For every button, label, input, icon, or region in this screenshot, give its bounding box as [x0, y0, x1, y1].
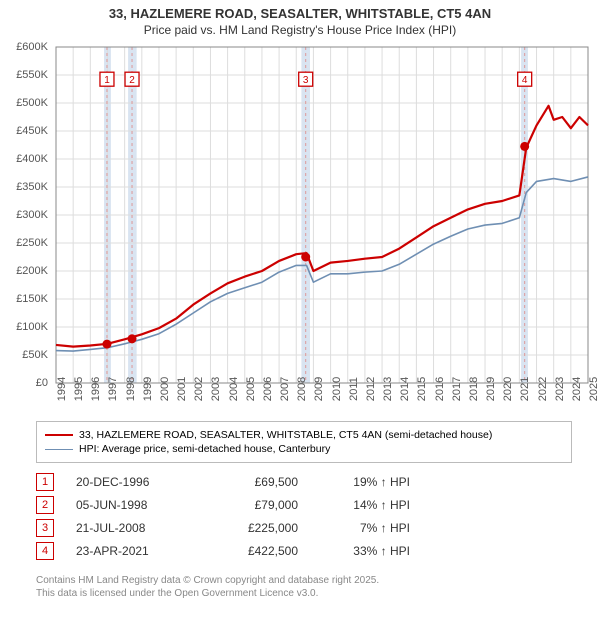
price-chart: 1 2 3 4 £0 £50K £100K £150K £200K £250K £300K £350…: [8, 43, 592, 413]
transaction-row: 1 20-DEC-1996 £69,500 19% ↑ HPI: [36, 473, 572, 491]
transaction-number: 1: [36, 473, 54, 491]
legend-swatch: [45, 449, 73, 450]
legend: 33, HAZLEMERE ROAD, SEASALTER, WHITSTABL…: [36, 421, 572, 463]
transaction-price: £79,000: [208, 498, 298, 512]
transaction-date: 05-JUN-1998: [76, 498, 186, 512]
transaction-pct: 14% ↑ HPI: [320, 498, 410, 512]
footer-line2: This data is licensed under the Open Gov…: [36, 587, 572, 600]
transaction-price: £422,500: [208, 544, 298, 558]
svg-text:4: 4: [522, 75, 528, 86]
transaction-pct: 33% ↑ HPI: [320, 544, 410, 558]
transaction-pct: 7% ↑ HPI: [320, 521, 410, 535]
footer-line1: Contains HM Land Registry data © Crown c…: [36, 574, 572, 587]
transaction-number: 2: [36, 496, 54, 514]
transaction-pct: 19% ↑ HPI: [320, 475, 410, 489]
transaction-price: £225,000: [208, 521, 298, 535]
legend-item: HPI: Average price, semi-detached house,…: [45, 443, 563, 455]
svg-text:1: 1: [104, 75, 110, 86]
transaction-price: £69,500: [208, 475, 298, 489]
legend-swatch: [45, 434, 73, 436]
svg-text:3: 3: [303, 75, 309, 86]
y-tick-label: £500K: [8, 97, 48, 109]
transaction-row: 3 21-JUL-2008 £225,000 7% ↑ HPI: [36, 519, 572, 537]
transaction-date: 21-JUL-2008: [76, 521, 186, 535]
y-tick-label: £150K: [8, 293, 48, 305]
y-tick-label: £200K: [8, 265, 48, 277]
y-tick-label: £550K: [8, 69, 48, 81]
transaction-date: 20-DEC-1996: [76, 475, 186, 489]
y-tick-label: £50K: [8, 349, 48, 361]
x-tick-label: 2025: [588, 377, 600, 401]
y-tick-label: £450K: [8, 125, 48, 137]
page-title: 33, HAZLEMERE ROAD, SEASALTER, WHITSTABL…: [4, 6, 596, 21]
transactions-table: 1 20-DEC-1996 £69,500 19% ↑ HPI 2 05-JUN-1998…: [36, 473, 572, 560]
svg-text:2: 2: [129, 75, 135, 86]
transaction-row: 4 23-APR-2021 £422,500 33% ↑ HPI: [36, 542, 572, 560]
transaction-row: 2 05-JUN-1998 £79,000 14% ↑ HPI: [36, 496, 572, 514]
legend-label: HPI: Average price, semi-detached house,…: [79, 443, 330, 455]
y-tick-label: £250K: [8, 237, 48, 249]
y-tick-label: £0: [8, 377, 48, 389]
y-tick-label: £300K: [8, 209, 48, 221]
y-tick-label: £100K: [8, 321, 48, 333]
transaction-number: 3: [36, 519, 54, 537]
data-attribution: Contains HM Land Registry data © Crown c…: [36, 574, 572, 600]
y-tick-label: £600K: [8, 41, 48, 53]
transaction-date: 23-APR-2021: [76, 544, 186, 558]
y-tick-label: £350K: [8, 181, 48, 193]
legend-item: 33, HAZLEMERE ROAD, SEASALTER, WHITSTABL…: [45, 429, 563, 441]
transaction-number: 4: [36, 542, 54, 560]
page-subtitle: Price paid vs. HM Land Registry's House …: [4, 23, 596, 37]
chart-svg: 1 2 3 4: [8, 43, 592, 413]
y-tick-label: £400K: [8, 153, 48, 165]
legend-label: 33, HAZLEMERE ROAD, SEASALTER, WHITSTABL…: [79, 429, 492, 441]
